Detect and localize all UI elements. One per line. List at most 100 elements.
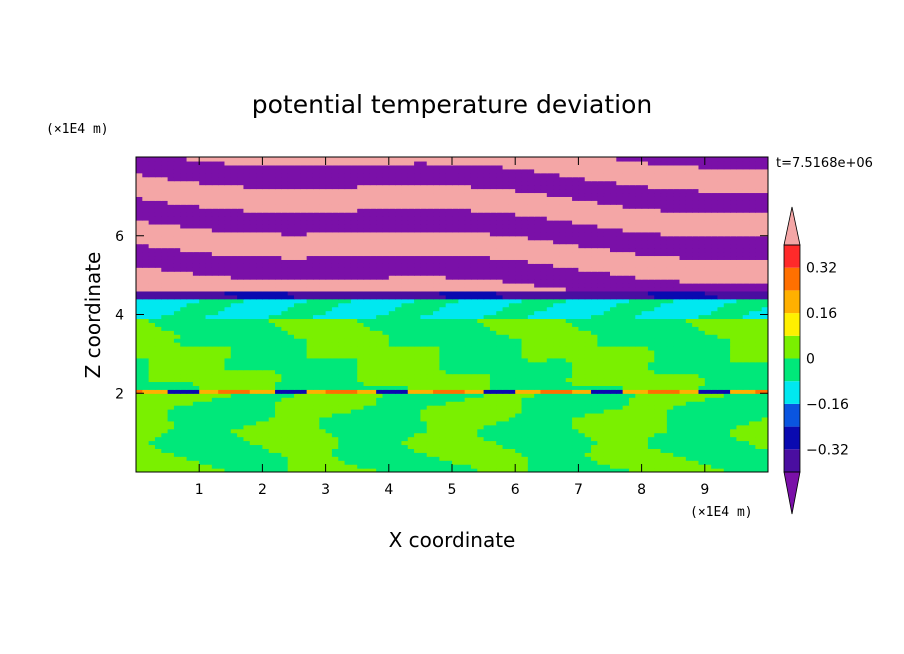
heatmap-cell (338, 373, 346, 379)
heatmap-cell (199, 393, 207, 398)
heatmap-cell (502, 318, 510, 323)
heatmap-cell (382, 338, 390, 343)
heatmap-cell (591, 448, 598, 453)
heatmap-cell (685, 330, 693, 335)
heatmap-cell (154, 302, 162, 308)
heatmap-cell (622, 302, 630, 308)
heatmap-cell (319, 452, 327, 457)
heatmap-cell (205, 353, 213, 359)
heatmap-cell (439, 468, 447, 472)
heatmap-cell (704, 416, 712, 422)
heatmap-cell (477, 279, 485, 284)
heatmap-cell (249, 440, 257, 446)
heatmap-cell (136, 448, 143, 453)
heatmap-cell (388, 464, 396, 469)
heatmap-cell (515, 381, 523, 386)
heatmap-cell (186, 432, 194, 438)
heatmap-cell (312, 294, 320, 300)
heatmap-cell (407, 286, 415, 292)
heatmap-cell (591, 464, 598, 469)
heatmap-cell (294, 369, 301, 375)
heatmap-cell (578, 369, 586, 375)
heatmap-cell (230, 290, 238, 296)
heatmap-cell (325, 279, 333, 284)
heatmap-cell (464, 318, 472, 323)
heatmap-cell (610, 326, 617, 331)
heatmap-cell (161, 452, 169, 457)
heatmap-cell (723, 416, 731, 422)
heatmap-cell (275, 349, 282, 355)
heatmap-cell (502, 452, 510, 457)
heatmap-cell (262, 401, 270, 406)
heatmap-cell (344, 330, 352, 335)
heatmap-cell (597, 279, 605, 284)
heatmap-cell (395, 318, 403, 323)
heatmap-cell (426, 428, 434, 434)
heatmap-cell (369, 369, 377, 375)
heatmap-cell (666, 298, 674, 304)
heatmap-cell (420, 385, 428, 390)
heatmap-cell (325, 432, 333, 438)
heatmap-cell (546, 290, 554, 296)
heatmap-cell (395, 279, 403, 284)
heatmap-cell (723, 342, 731, 347)
heatmap-cell (224, 338, 232, 343)
heatmap-cell (180, 290, 188, 296)
heatmap-cell (755, 389, 763, 394)
heatmap-cell (730, 424, 737, 430)
heatmap-cell (199, 420, 207, 426)
heatmap-cell (527, 444, 535, 449)
heatmap-cell (483, 342, 491, 347)
heatmap-cell (641, 412, 649, 418)
heatmap-cell (401, 452, 409, 457)
heatmap-cell (616, 349, 624, 355)
heatmap-cell (521, 318, 529, 323)
heatmap-cell (540, 452, 548, 457)
heatmap-cell (584, 322, 592, 327)
heatmap-cell (331, 302, 339, 308)
heatmap-cell (458, 342, 466, 347)
heatmap-cell (749, 369, 756, 375)
heatmap-cell (237, 322, 245, 327)
heatmap-cell (496, 314, 504, 320)
heatmap-cell (521, 436, 529, 442)
heatmap-cell (281, 393, 289, 398)
heatmap-cell (350, 318, 358, 323)
heatmap-cell (161, 401, 169, 406)
heatmap-cell (382, 377, 390, 383)
heatmap-cell (736, 468, 744, 472)
heatmap-cell (395, 357, 403, 363)
heatmap-cell (452, 310, 459, 316)
heatmap-cell (489, 349, 497, 355)
heatmap-cell (521, 342, 529, 347)
heatmap-cell (591, 357, 598, 363)
heatmap-cell (230, 436, 238, 442)
heatmap-cell (616, 298, 624, 304)
heatmap-cell (420, 420, 428, 426)
heatmap-cell (369, 440, 377, 446)
heatmap-cell (369, 385, 377, 390)
heatmap-cell (603, 318, 611, 323)
heatmap-cell (578, 298, 586, 304)
heatmap-cell (559, 290, 567, 296)
heatmap-cell (660, 310, 668, 316)
heatmap-cell (527, 468, 535, 472)
heatmap-cell (578, 373, 586, 379)
heatmap-cell (761, 409, 768, 414)
heatmap-cell (527, 365, 535, 371)
heatmap-cell (553, 436, 561, 442)
heatmap-cell (641, 314, 649, 320)
heatmap-cell (237, 286, 245, 292)
heatmap-cell (262, 342, 270, 347)
heatmap-cell (445, 412, 453, 418)
heatmap-cell (489, 452, 497, 457)
heatmap-cell (489, 306, 497, 312)
heatmap-cell (300, 405, 308, 410)
heatmap-cell (717, 322, 725, 327)
heatmap-cell (287, 456, 295, 461)
heatmap-cell (401, 302, 409, 308)
heatmap-cell (654, 385, 662, 390)
heatmap-cell (527, 298, 535, 304)
heatmap-cell (685, 306, 693, 312)
heatmap-cell (382, 393, 390, 398)
